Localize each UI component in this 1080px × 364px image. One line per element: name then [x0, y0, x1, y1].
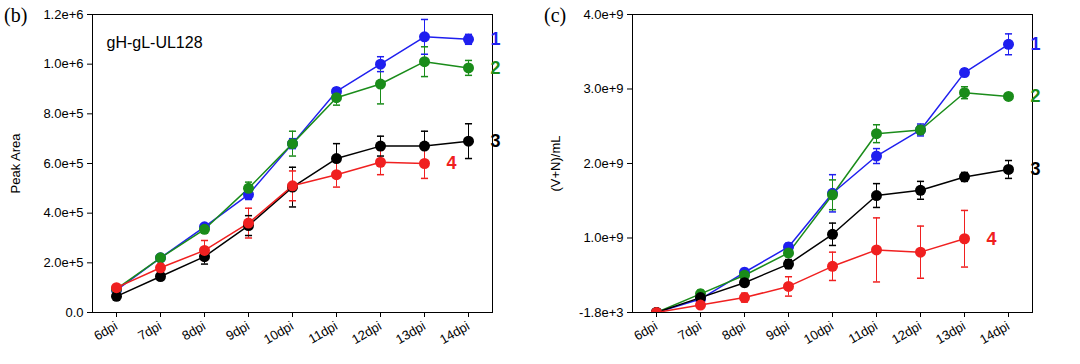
svg-text:8.0e+5: 8.0e+5 [43, 106, 83, 121]
svg-text:10dpi: 10dpi [801, 318, 836, 347]
svg-text:Peak Area: Peak Area [8, 133, 23, 194]
svg-text:(V+N)/mL: (V+N)/mL [548, 136, 563, 192]
svg-text:11dpi: 11dpi [846, 318, 880, 346]
svg-text:2: 2 [1031, 86, 1041, 106]
svg-text:0.0: 0.0 [65, 305, 83, 320]
svg-text:4: 4 [447, 153, 457, 173]
svg-text:7dpi: 7dpi [675, 318, 704, 343]
svg-text:12dpi: 12dpi [349, 318, 384, 347]
svg-text:1: 1 [1031, 34, 1041, 54]
svg-text:9dpi: 9dpi [223, 318, 252, 343]
svg-text:3.0e+9: 3.0e+9 [583, 81, 623, 96]
svg-text:8dpi: 8dpi [719, 318, 748, 343]
svg-text:13dpi: 13dpi [933, 318, 968, 347]
svg-text:9dpi: 9dpi [763, 318, 792, 343]
svg-text:2.0e+9: 2.0e+9 [583, 156, 623, 171]
svg-text:4.0e+5: 4.0e+5 [43, 205, 83, 220]
svg-text:12dpi: 12dpi [889, 318, 924, 347]
svg-text:3: 3 [491, 131, 501, 151]
html-text:(c): (c) [544, 4, 567, 26]
svg-text:8dpi: 8dpi [179, 318, 208, 343]
svg-text:14dpi: 14dpi [437, 318, 472, 347]
svg-text:2: 2 [491, 58, 501, 78]
svg-text:14dpi: 14dpi [977, 318, 1012, 347]
svg-text:3: 3 [1031, 159, 1041, 179]
svg-text:1.0e+9: 1.0e+9 [583, 230, 623, 245]
svg-text:11dpi: 11dpi [306, 318, 340, 346]
svg-text:6.0e+5: 6.0e+5 [43, 156, 83, 171]
svg-text:-1.8e+3: -1.8e+3 [579, 305, 623, 320]
svg-text:1.2e+6: 1.2e+6 [43, 7, 83, 22]
svg-text:1: 1 [491, 29, 501, 49]
svg-text:2.0e+5: 2.0e+5 [43, 255, 83, 270]
svg-text:4: 4 [987, 229, 997, 249]
svg-text:4.0e+9: 4.0e+9 [583, 7, 623, 22]
svg-text:10dpi: 10dpi [261, 318, 296, 347]
svg-text:gH-gL-UL128: gH-gL-UL128 [107, 34, 203, 51]
svg-text:6dpi: 6dpi [631, 318, 660, 343]
svg-text:7dpi: 7dpi [135, 318, 164, 343]
svg-text:13dpi: 13dpi [393, 318, 428, 347]
svg-text:1.0e+6: 1.0e+6 [43, 56, 83, 71]
html-text:(b): (b) [4, 4, 28, 26]
svg-text:6dpi: 6dpi [91, 318, 120, 343]
